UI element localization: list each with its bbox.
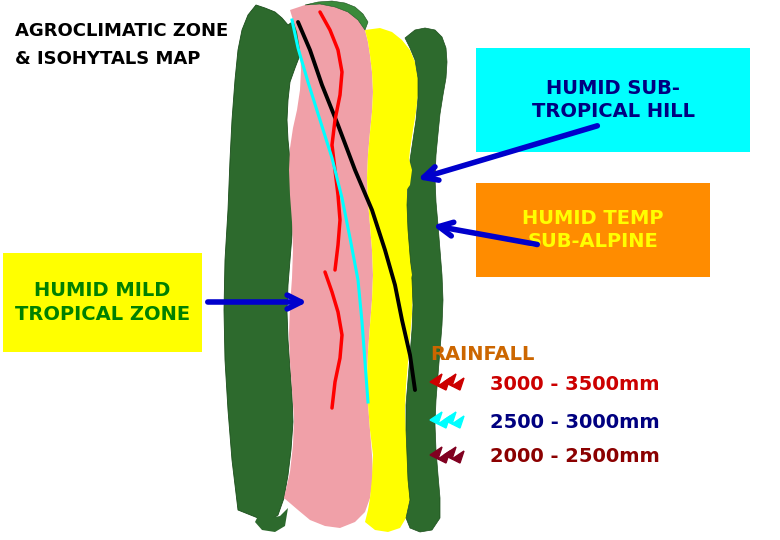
Text: 3000 - 3500mm: 3000 - 3500mm: [490, 375, 660, 394]
Text: 2500 - 3000mm: 2500 - 3000mm: [490, 413, 660, 431]
FancyBboxPatch shape: [476, 183, 710, 277]
FancyBboxPatch shape: [3, 253, 202, 352]
Polygon shape: [430, 374, 450, 390]
Polygon shape: [393, 252, 412, 292]
Polygon shape: [305, 1, 368, 30]
Text: AGROCLIMATIC ZONE: AGROCLIMATIC ZONE: [15, 22, 229, 40]
Polygon shape: [255, 508, 288, 532]
Polygon shape: [444, 374, 464, 390]
Polygon shape: [224, 5, 302, 522]
FancyBboxPatch shape: [476, 48, 750, 152]
Polygon shape: [393, 145, 412, 192]
Text: & ISOHYTALS MAP: & ISOHYTALS MAP: [15, 50, 200, 68]
Text: RAINFALL: RAINFALL: [430, 346, 534, 365]
Polygon shape: [444, 447, 464, 463]
Text: 2000 - 2500mm: 2000 - 2500mm: [490, 448, 660, 467]
Polygon shape: [284, 4, 373, 528]
Polygon shape: [430, 447, 450, 463]
Text: HUMID MILD
TROPICAL ZONE: HUMID MILD TROPICAL ZONE: [15, 281, 190, 324]
Polygon shape: [405, 28, 447, 532]
Polygon shape: [430, 412, 450, 428]
Text: HUMID SUB-
TROPICAL HILL: HUMID SUB- TROPICAL HILL: [531, 79, 694, 122]
Polygon shape: [365, 28, 418, 532]
Polygon shape: [444, 412, 464, 428]
Text: HUMID TEMP
SUB-ALPINE: HUMID TEMP SUB-ALPINE: [523, 209, 664, 251]
